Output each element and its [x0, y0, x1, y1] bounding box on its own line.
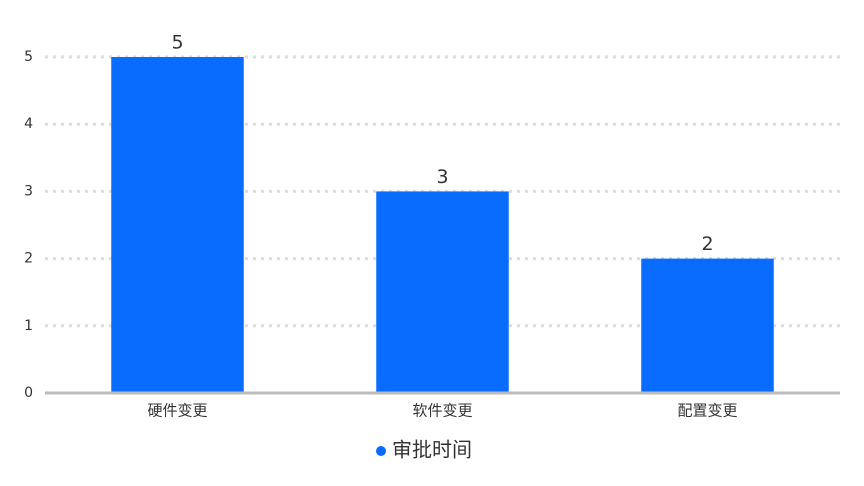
data-label: 5 — [171, 32, 183, 54]
x-tick-label: 软件变更 — [412, 402, 472, 420]
x-tick-label: 硬件变更 — [147, 402, 207, 420]
legend-label: 审批时间 — [392, 438, 472, 462]
bar — [376, 191, 509, 393]
x-tick-label: 配置变更 — [677, 402, 737, 420]
bar — [111, 57, 244, 393]
data-label: 3 — [436, 166, 448, 188]
bar — [641, 258, 774, 393]
legend-marker — [376, 446, 386, 456]
y-tick-label: 2 — [24, 251, 33, 267]
data-label: 2 — [701, 233, 713, 255]
y-tick-label: 3 — [24, 183, 33, 199]
y-tick-label: 1 — [24, 318, 33, 334]
y-tick-label: 0 — [24, 385, 33, 401]
y-tick-label: 5 — [24, 49, 33, 65]
y-tick-label: 4 — [24, 116, 33, 132]
